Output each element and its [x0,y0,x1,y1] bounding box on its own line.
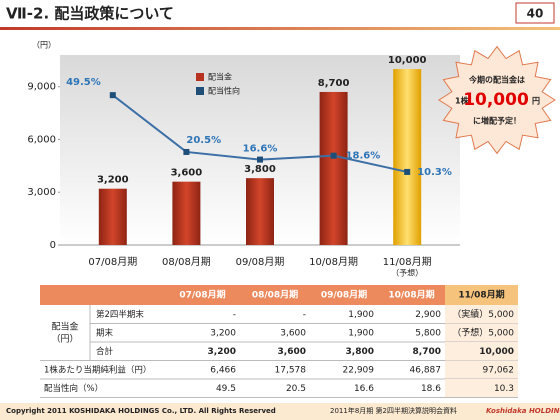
line-point [183,148,190,155]
line-label: 16.6% [243,144,278,155]
callout-prefix: 1株 [455,96,470,106]
doc-name: 2011年8月期 第2四半期決算説明会資料 [330,406,457,415]
bar-label: 10,000 [388,55,427,66]
slide-title: Ⅶ-2. 配当政策について [6,5,174,23]
table-row-bg [445,323,518,342]
x-tick-label: 07/08月期 [88,256,137,268]
table-cell: - [233,310,236,320]
table-cell: 3,600 [280,328,306,338]
table-cell: 5,800 [415,328,441,338]
bar [98,188,127,245]
table-cell: 97,062 [483,365,515,375]
page-box [515,2,555,24]
table-header-bg [40,285,445,305]
y-tick-label: 6,000 [27,134,56,145]
table-cell: 10,000 [479,347,514,357]
x-tick-label: 08/08月期 [162,256,211,268]
table-cell: 2,900 [415,310,441,320]
callout-amount: 10,000 [463,90,529,110]
table-cell: 8,700 [413,347,441,357]
bar [319,91,348,245]
table-cell: 3,200 [210,328,236,338]
table-cell: - [303,310,306,320]
row-label: 1株あたり当期純利益（円） [44,364,151,375]
x-tick-label: 10/08月期 [309,256,358,268]
table-cell: 1,900 [348,328,374,338]
legend-swatch [196,73,204,81]
callout-unit: 円 [532,97,540,106]
page-number: 40 [527,7,544,21]
group-label: （円） [51,333,78,344]
y-tick-label: 0 [50,240,56,251]
row-label: 第2四半期末 [96,309,144,320]
line-label: 20.5% [186,135,221,146]
bar [172,181,201,245]
bar-label: 3,600 [171,168,203,179]
x-tick-label: 11/08月期 [383,256,432,268]
line-point [330,152,337,159]
footer-band [0,403,560,420]
x-tick-label: 09/08月期 [236,256,285,268]
table-cell: 6,466 [210,365,236,375]
legend-label: 配当金 [208,72,232,82]
table-cell: 22,909 [343,365,375,375]
legend-label: 配当性向 [208,86,240,96]
table-header-bg [445,285,518,305]
table-header: 09/08月期 [321,289,367,301]
callout-burst [438,45,556,155]
table-cell: 3,200 [208,347,236,357]
line-label: 18.6% [346,151,381,162]
table-header: 11/08月期 [458,289,504,301]
row-label: 配当性向（%） [44,383,103,394]
table-header: 07/08月期 [179,289,225,301]
table-row-bg [445,342,518,361]
bar-label: 3,800 [244,164,276,175]
table-cell: 10.3 [494,384,514,394]
bar-label: 8,700 [318,78,350,89]
table-cell: 3,600 [278,347,306,357]
logo: Koshidaka HOLDINGS [486,407,560,415]
table-row-bg [445,305,518,324]
table-row-bg [445,360,518,379]
table-cell: 49.5 [216,384,236,394]
line-point [404,168,411,175]
line-label: 10.3% [417,167,452,178]
table-cell: 17,578 [275,365,307,375]
table-cell: （予想）5,000 [452,326,514,338]
legend-swatch [196,87,204,95]
callout-line: に増配予定！ [473,116,521,126]
callout-line: 今期の配当金は [468,75,525,85]
table-cell: 3,800 [346,347,374,357]
table-row-bg [445,379,518,398]
table-cell: （実績）5,000 [452,308,514,320]
table-header: 08/08月期 [252,289,298,301]
table-header: 10/08月期 [388,289,434,301]
table-cell: 18.6 [421,384,441,394]
line-point [257,156,263,163]
y-axis-label: （円） [32,41,56,50]
line-label: 49.5% [66,77,101,88]
x-tick-sublabel: （予想） [391,268,423,278]
bar [246,178,274,245]
line-point [109,92,116,99]
bar [393,69,422,246]
title-rule [0,27,560,30]
table-cell: 46,887 [410,365,442,375]
y-tick-label: 9,000 [27,82,56,93]
table-cell: 20.5 [286,384,306,394]
table-cell: 16.6 [354,384,374,394]
group-label: 配当金 [51,320,78,332]
table-cell: 1,900 [348,310,374,320]
row-label: 合計 [96,346,114,357]
copyright: Copyright 2011 KOSHIDAKA HOLDINGS Co., L… [6,407,276,415]
row-label: 期末 [96,327,114,338]
bar-label: 3,200 [97,175,129,186]
y-tick-label: 3,000 [27,187,56,198]
